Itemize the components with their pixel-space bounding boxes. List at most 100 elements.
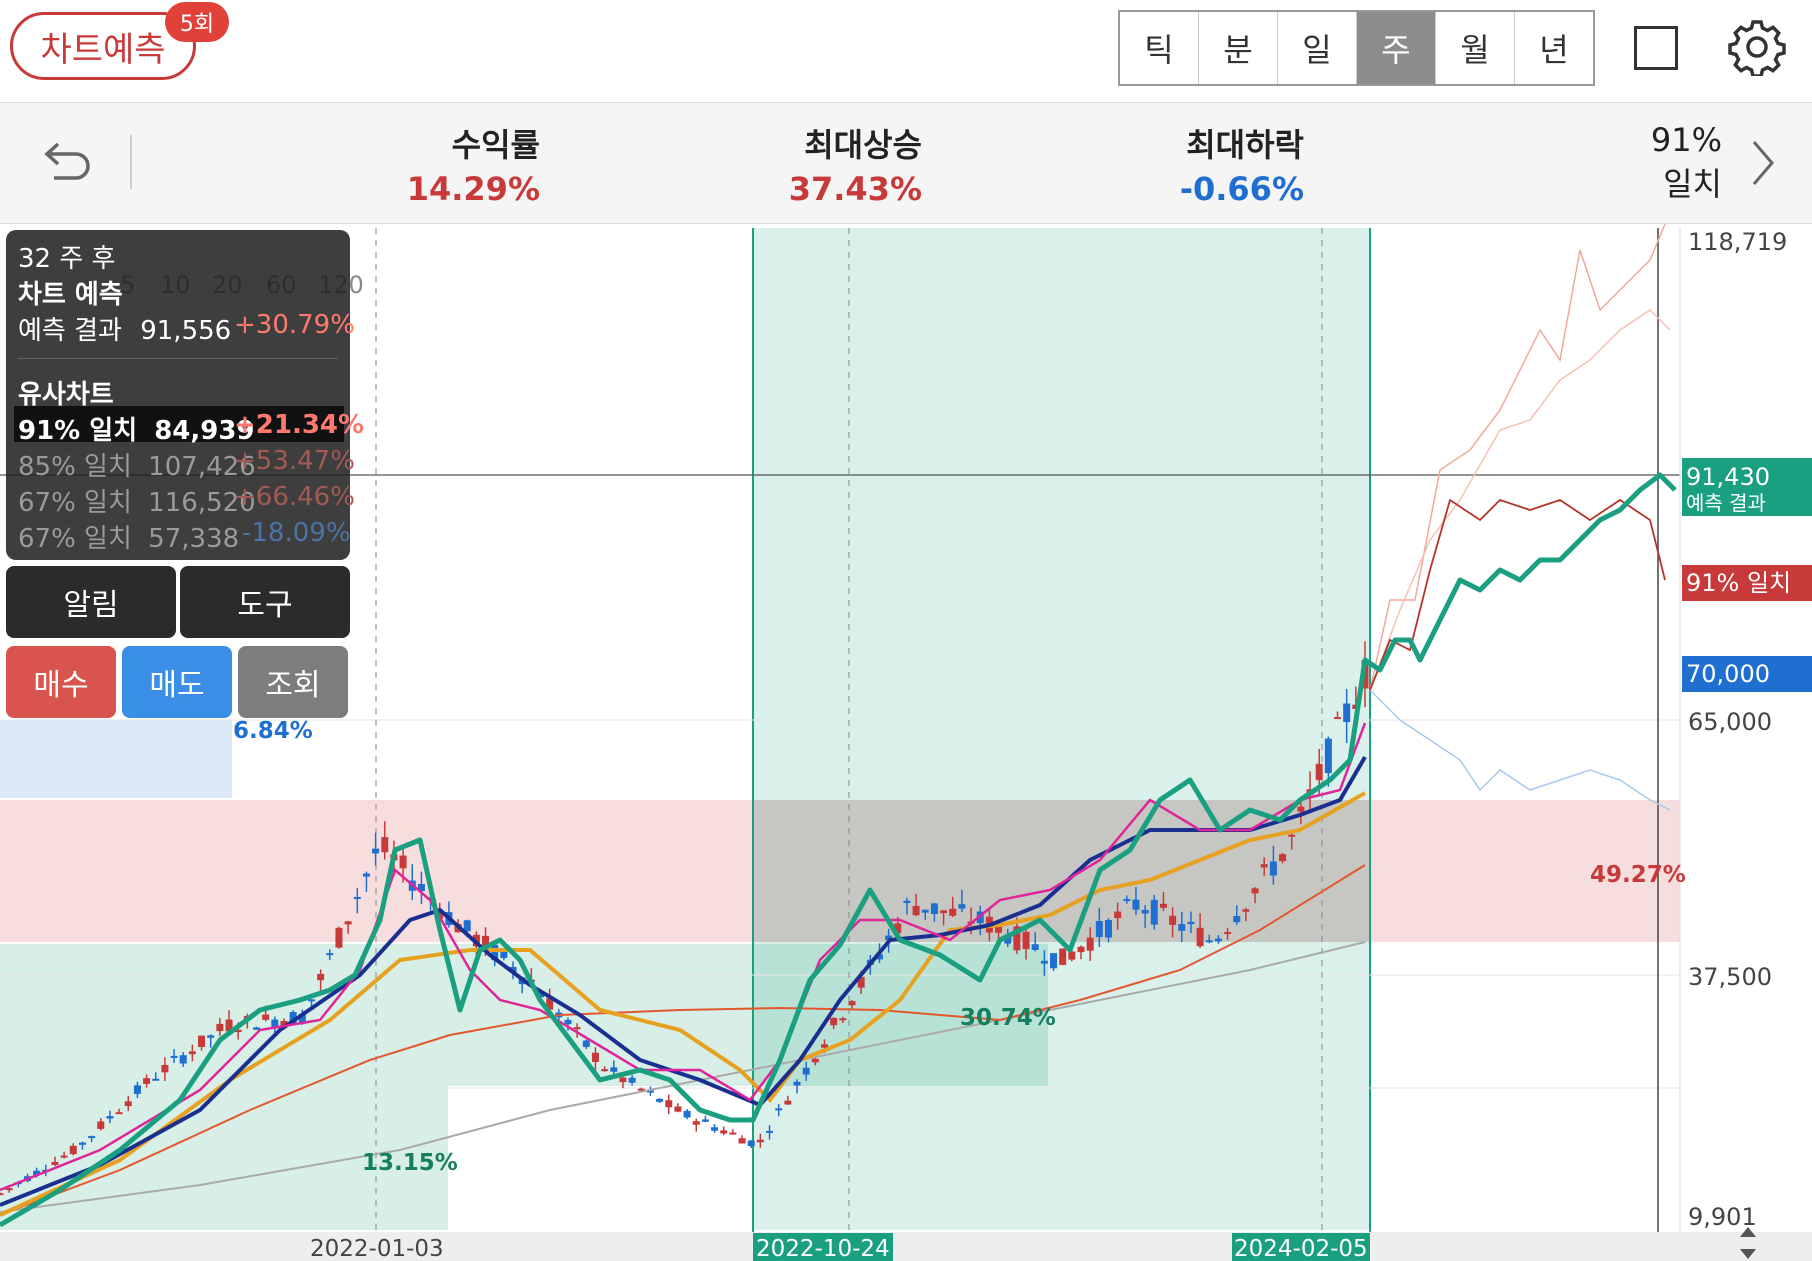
predict-result-value: 91,556 [140, 316, 232, 346]
candle [317, 973, 325, 981]
inquiry-button[interactable]: 조회 [238, 646, 348, 718]
candle [637, 1088, 645, 1091]
similar-2-label: 85% 일치 [18, 452, 132, 482]
chart-predict-button[interactable]: 차트예측 [10, 12, 196, 80]
candle [949, 908, 957, 916]
undo-icon[interactable] [38, 136, 94, 192]
candle [262, 1014, 270, 1020]
candle [1178, 924, 1186, 931]
current-tag-bg [1682, 656, 1812, 692]
period-year[interactable]: 년 [1539, 31, 1569, 69]
candle [372, 848, 380, 854]
period-month[interactable]: 월 [1436, 12, 1515, 84]
candle [1004, 936, 1012, 944]
candle [335, 927, 343, 948]
similar-2-value: 107,426 [148, 452, 256, 482]
candle [582, 1040, 590, 1047]
candle [1196, 927, 1204, 947]
ma-5-line [0, 722, 1367, 1192]
candle [97, 1121, 105, 1129]
candle [1205, 940, 1213, 943]
predicted-price-line [0, 472, 1677, 1228]
period-day[interactable]: 일 [1278, 12, 1357, 84]
match-percent: 91% [1650, 121, 1722, 159]
candle [307, 999, 315, 1002]
candle [1132, 899, 1140, 910]
stats-bar [0, 102, 1812, 224]
candle [811, 1058, 819, 1063]
candle [1150, 899, 1158, 925]
match-tag: 91% 일치 [1686, 569, 1791, 597]
candle [1233, 916, 1241, 923]
period-week[interactable]: 주 [1357, 12, 1436, 84]
candle [115, 1112, 123, 1115]
candle [326, 953, 334, 956]
candle [766, 1130, 774, 1133]
similar-1-label: 91% 일치 [18, 416, 138, 446]
buy-button[interactable]: 매수 [6, 646, 116, 718]
tools-button[interactable]: 도구 [180, 566, 350, 638]
similar-forecasts [1369, 224, 1671, 811]
scroll-arrows-icon[interactable] [1740, 1227, 1756, 1259]
current-tag: 70,000 [1686, 660, 1770, 688]
candle [573, 1027, 581, 1030]
candle [0, 1193, 4, 1196]
candle [436, 910, 444, 919]
predict-result-row: 예측 결과 91,556 [18, 310, 231, 347]
weeks-after: 32 주 후 [18, 244, 116, 274]
candle [720, 1130, 728, 1134]
ma-10-line [0, 755, 1367, 1207]
moving-averages [0, 722, 1367, 1217]
candle [729, 1132, 737, 1135]
candle [170, 1055, 178, 1058]
candle [298, 1013, 306, 1024]
candle [51, 1161, 59, 1166]
alert-button[interactable]: 알림 [6, 566, 176, 638]
candle [1068, 951, 1076, 960]
candle [674, 1106, 682, 1112]
candle [289, 1012, 297, 1024]
candle [1077, 946, 1085, 953]
candle [591, 1052, 599, 1062]
stat-max-down: 최대하락 -0.66% [1180, 120, 1304, 208]
chevron-right-icon[interactable] [1748, 138, 1778, 188]
match-indicator[interactable]: 91% 일치 [1651, 118, 1722, 206]
fullscreen-square-icon[interactable] [1634, 26, 1678, 70]
candle [207, 1035, 215, 1038]
candle [830, 1017, 838, 1026]
candle [930, 903, 938, 915]
match-tag-bg [1682, 565, 1812, 601]
candle [564, 1019, 572, 1025]
ma-60-line [0, 864, 1366, 1216]
predict-count-badge: 5회 [165, 2, 229, 42]
similar-row-1[interactable]: 91% 일치 84,939 [18, 410, 255, 447]
zone-red [0, 800, 1680, 942]
sell-button[interactable]: 매도 [122, 646, 232, 718]
candle [1095, 921, 1103, 938]
similar-row-3[interactable]: 67% 일치 116,520 [18, 482, 256, 519]
candle [1343, 703, 1351, 723]
x-label-2024-02: 2024-02-05 [1234, 1236, 1368, 1261]
similar-4-value: 57,338 [148, 524, 240, 554]
candle [848, 1001, 856, 1006]
y-axis: 118,719 65,000 37,500 9,901 [1688, 228, 1787, 1231]
period-minute[interactable]: 분 [1199, 12, 1278, 84]
price-chart[interactable]: 118,719 65,000 37,500 9,901 91,430 예측 결과… [0, 224, 1812, 1261]
similar-line-67a [1369, 309, 1671, 691]
candle [509, 966, 517, 973]
x-axis: 2022-01-03 2022-10-24 2024-02-05 [0, 1227, 1812, 1261]
similar-row-2[interactable]: 85% 일치 107,426 [18, 446, 256, 483]
chart-predict-label: 차트예측 [40, 29, 166, 70]
candle [793, 1081, 801, 1086]
x-label-2022-01: 2022-01-03 [310, 1236, 444, 1261]
x-label-2022-10: 2022-10-24 [756, 1236, 890, 1261]
period-tick[interactable]: 틱 [1120, 12, 1199, 84]
candle [958, 904, 966, 909]
zones [0, 228, 1680, 1232]
candle [1251, 888, 1259, 894]
similar-row-4[interactable]: 67% 일치 57,338 [18, 518, 239, 555]
candle [417, 884, 425, 892]
candle [1022, 931, 1030, 950]
gear-icon[interactable] [1728, 18, 1786, 76]
candle [1040, 960, 1048, 964]
